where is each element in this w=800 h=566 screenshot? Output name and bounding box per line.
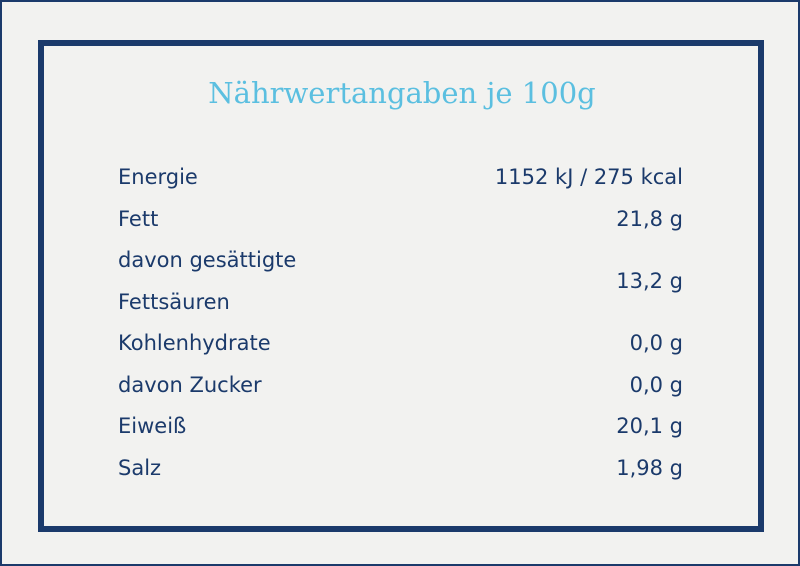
nutrient-name: davon gesättigte Fettsäuren	[118, 248, 297, 314]
table-row: Eiweiß 20,1 g	[118, 406, 683, 448]
nutrient-name: davon Zucker	[118, 372, 262, 397]
title: Nährwertangaben je 100g	[208, 76, 596, 110]
table-row: Fett 21,8 g	[118, 199, 683, 241]
nutrient-value: 13,2 g	[616, 268, 683, 293]
nutrient-name: Kohlenhydrate	[118, 331, 271, 355]
nutrient-value: 21,8 g	[616, 206, 683, 231]
nutrient-name: Fett	[118, 206, 159, 231]
nutrient-name: Salz	[118, 455, 162, 480]
table-row: davon gesättigte Fettsäuren 13,2 g	[118, 240, 683, 323]
nutrient-name: Energie	[118, 165, 198, 189]
nutrient-value: 1152 kJ / 275 kcal	[494, 165, 683, 189]
table-row: Energie 1152 kJ / 275 kcal	[118, 157, 683, 199]
table-row: davon Zucker 0,0 g	[118, 365, 683, 407]
table-row: Salz 1,98 g	[118, 448, 683, 490]
nutrient-value: 20,1 g	[616, 414, 683, 438]
nutrition-table: Energie 1152 kJ / 275 kcal Fett 21,8 g davon…	[118, 157, 683, 489]
table-row: Kohlenhydrate 0,0 g	[118, 323, 683, 365]
nutrient-value: 1,98 g	[616, 455, 683, 480]
nutrient-name: Eiweiß	[118, 414, 187, 438]
nutrient-value: 0,0 g	[629, 331, 683, 355]
frame	[38, 40, 764, 532]
nutrient-value: 0,0 g	[629, 372, 683, 397]
